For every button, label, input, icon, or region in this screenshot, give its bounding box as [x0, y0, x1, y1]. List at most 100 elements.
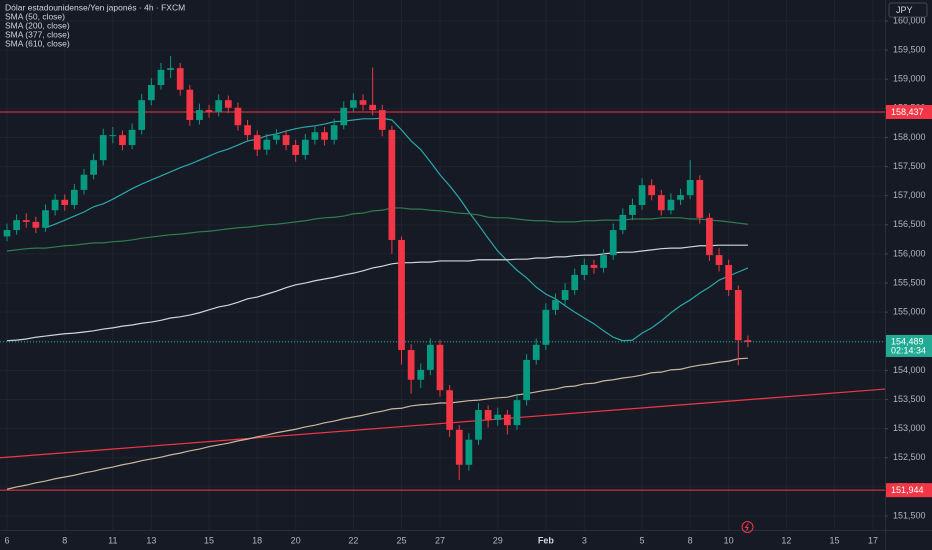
- sma-line: [45, 117, 749, 342]
- candle-body: [157, 69, 165, 86]
- x-tick-label: 12: [781, 535, 791, 545]
- candle-body: [455, 429, 463, 465]
- candle-body: [561, 290, 569, 300]
- candle-body: [552, 299, 559, 310]
- level-label-box: [886, 104, 932, 119]
- y-tick-label: 152,500: [893, 452, 926, 462]
- candle-body: [119, 135, 126, 146]
- candle-body: [657, 195, 665, 211]
- icon-ring: [741, 521, 754, 533]
- candle-body: [696, 179, 704, 218]
- y-tick-label: 158,000: [893, 132, 926, 142]
- y-tick-label: 153,500: [893, 394, 926, 404]
- candle-body: [513, 400, 521, 426]
- x-tick-label: 10: [724, 535, 734, 545]
- last-price-label: 154,489: [891, 336, 924, 346]
- candle-body: [301, 139, 309, 155]
- x-tick-label: 3: [582, 535, 587, 545]
- trendline: [0, 388, 886, 459]
- level-label: 151,944: [891, 485, 924, 495]
- x-tick-label: 13: [146, 535, 156, 545]
- plot-area: [0, 55, 886, 491]
- candle-body: [244, 125, 251, 136]
- candle-body: [494, 414, 502, 420]
- candle-body: [215, 100, 223, 112]
- candle-body: [503, 414, 511, 426]
- x-tick-label: 17: [868, 535, 878, 545]
- icon-bolt: [744, 523, 749, 531]
- candle-body: [3, 230, 11, 237]
- x-tick-label: 11: [108, 535, 117, 545]
- last-price-box: [886, 334, 932, 357]
- currency-label: JPY: [896, 5, 913, 15]
- candle-body: [571, 274, 579, 291]
- candle-body: [13, 220, 20, 231]
- candle-body: [273, 135, 280, 140]
- candle-body: [359, 100, 367, 105]
- x-tick-label: 20: [291, 535, 301, 545]
- y-tick-label: 151,500: [893, 510, 926, 520]
- x-tick-label: 8: [688, 535, 693, 545]
- sma-line: [6, 357, 748, 490]
- x-tick-label: 18: [252, 535, 262, 545]
- candle-body: [677, 195, 684, 200]
- candle-body: [388, 129, 396, 240]
- candle-body: [398, 239, 405, 351]
- y-tick-label: 156,000: [893, 248, 926, 258]
- candle-body: [600, 255, 607, 268]
- candle-body: [734, 290, 742, 341]
- candle-body: [542, 309, 550, 345]
- y-tick-label: 156,500: [893, 219, 926, 229]
- candle-body: [629, 205, 636, 215]
- legend-entry: SMA (200, close): [5, 20, 70, 30]
- legend-entry: SMA (377, close): [5, 29, 70, 39]
- candle-body: [147, 85, 155, 101]
- countdown-label: 02:14:34: [891, 345, 926, 355]
- y-tick-label: 159,500: [893, 44, 926, 54]
- candle-body: [465, 439, 473, 465]
- candle-body: [706, 217, 713, 256]
- level-label: 158,437: [891, 107, 924, 117]
- x-tick-label: 5: [640, 535, 645, 545]
- candle-body: [263, 139, 271, 150]
- currency-box[interactable]: JPY: [888, 2, 928, 18]
- candle-body: [22, 220, 30, 222]
- x-tick-label: Feb: [538, 535, 555, 545]
- candle-body: [61, 199, 69, 206]
- price-axis: 151,500152,000152,500153,000153,500154,0…: [885, 15, 932, 520]
- candle-body: [205, 110, 213, 112]
- candle-body: [109, 135, 117, 137]
- candle-body: [580, 265, 588, 275]
- y-tick-label: 157,000: [893, 190, 926, 200]
- candle-body: [532, 344, 540, 360]
- currency-frame: [888, 2, 928, 18]
- candle-body: [224, 100, 232, 108]
- candle-body: [715, 255, 723, 265]
- candle-body: [51, 199, 59, 211]
- y-tick-label: 155,500: [893, 277, 926, 287]
- candle-body: [686, 179, 694, 196]
- candle-body: [609, 230, 617, 256]
- x-tick-label: 15: [204, 535, 214, 545]
- candle-body: [725, 265, 733, 291]
- replay-icon[interactable]: [741, 521, 754, 533]
- x-tick-label: 8: [62, 535, 67, 545]
- candle-body: [99, 135, 107, 161]
- candle-body: [590, 265, 598, 268]
- candle-body: [378, 110, 386, 130]
- candle-body: [234, 107, 242, 126]
- candle-body: [436, 344, 444, 391]
- candle-body: [369, 104, 377, 111]
- sma-line: [6, 244, 748, 342]
- candle-body: [321, 132, 328, 140]
- x-tick-label: 22: [348, 535, 358, 545]
- y-tick-label: 154,000: [893, 365, 926, 375]
- x-tick-label: 15: [830, 535, 840, 545]
- candle-body: [42, 210, 49, 228]
- candle-body: [667, 199, 675, 211]
- x-tick-label: 25: [397, 535, 407, 545]
- candle-body: [128, 129, 136, 146]
- candle-body: [186, 89, 194, 120]
- candle-body: [176, 68, 184, 90]
